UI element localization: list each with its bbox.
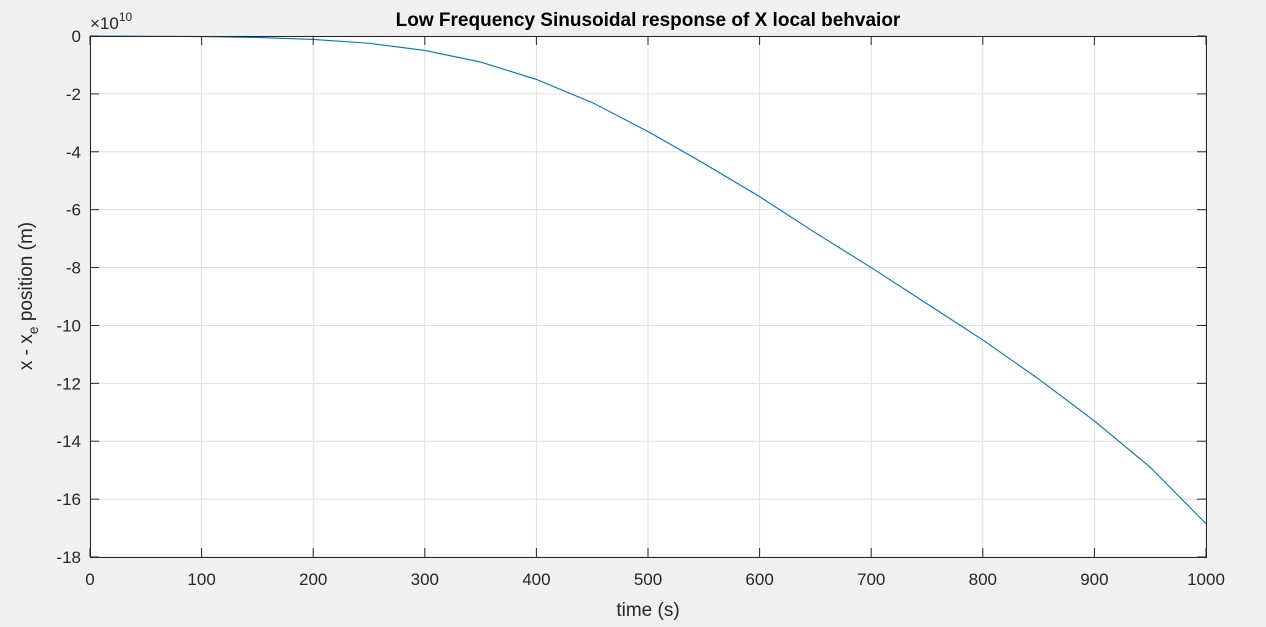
y-exponent-power: 10: [119, 10, 133, 24]
x-tick-label: 300: [411, 570, 439, 589]
y-axis-label-suffix: position (m): [16, 222, 37, 327]
y-tick-label: -16: [56, 490, 81, 509]
y-tick-label: -4: [66, 143, 81, 162]
x-axis-label: time (s): [616, 600, 679, 621]
y-exponent-base: ×10: [90, 14, 119, 33]
series-line-1: [89, 35, 1207, 525]
x-tick-label: 800: [969, 570, 997, 589]
y-tick-label: 0: [72, 27, 81, 46]
x-tick-label: 200: [299, 570, 327, 589]
series-layer: [89, 35, 1207, 525]
x-tick-label: 400: [522, 570, 550, 589]
y-tick-label: -2: [66, 85, 81, 104]
y-tick-label: -14: [56, 432, 81, 451]
y-axis-label-main: x - x: [16, 334, 37, 370]
y-exponent-label: ×1010: [90, 10, 133, 33]
y-tick-label: -12: [56, 374, 81, 393]
x-tick-label: 700: [857, 570, 885, 589]
x-tick-label: 100: [187, 570, 215, 589]
y-axis-label: x - xe position (m): [16, 222, 41, 370]
x-tick-label: 500: [634, 570, 662, 589]
y-tick-label: -6: [66, 201, 81, 220]
x-tick-label: 600: [745, 570, 773, 589]
y-tick-label: -8: [66, 259, 81, 278]
x-tick-label: 0: [85, 570, 94, 589]
axes: [89, 35, 1207, 558]
chart-title: Low Frequency Sinusoidal response of X l…: [396, 10, 901, 31]
x-tick-label: 900: [1080, 570, 1108, 589]
y-axis-label-subscript: e: [25, 326, 41, 334]
x-tick-label: 1000: [1187, 570, 1225, 589]
y-tick-label: -18: [56, 548, 81, 567]
tick-labels: 0 100 200 300 400 500 600 700 800 900 1000 0 -2 -4 -6 -…: [56, 27, 1224, 589]
y-tick-label: -10: [56, 316, 81, 335]
